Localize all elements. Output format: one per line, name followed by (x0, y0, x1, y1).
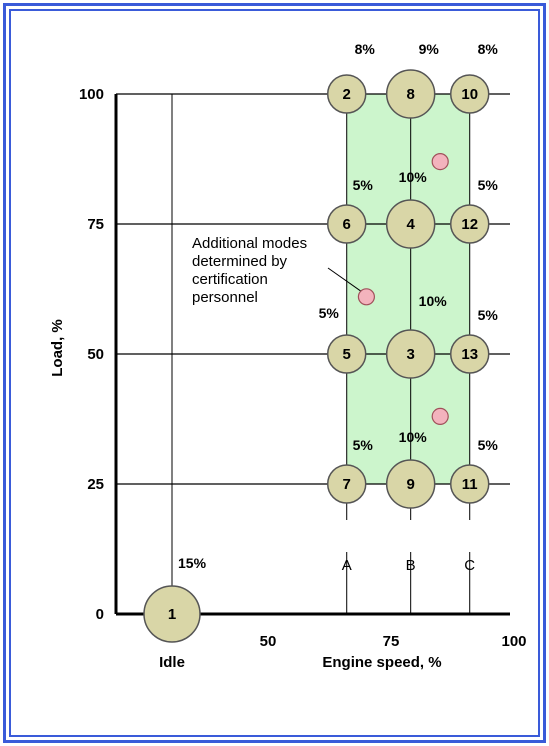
x-tick-label: 100 (501, 633, 526, 650)
x-axis-title: Engine speed, % (322, 654, 441, 671)
mode-number: 3 (407, 346, 415, 363)
speed-point-label: C (464, 557, 475, 574)
mode-weight: 5% (353, 177, 374, 193)
mode-number: 6 (343, 216, 351, 233)
mode-weight: 10% (399, 429, 428, 445)
mode-circle (385, 459, 436, 509)
mode-number: 9 (407, 476, 415, 493)
speed-point-label: A (342, 557, 352, 574)
grid-lines (116, 93, 510, 614)
speed-point-label: B (406, 557, 416, 574)
mode-number: 10 (461, 86, 478, 103)
mode-weight: 5% (353, 437, 374, 453)
mode-number: 7 (343, 476, 351, 493)
x-tick-label: 75 (383, 633, 400, 650)
mode-9: 9 10% (385, 429, 436, 509)
y-tick-label: 0 (96, 606, 104, 623)
mode-4: 4 10% (385, 169, 436, 249)
mode-circle (326, 204, 367, 244)
mode-weight: 5% (319, 305, 340, 321)
mode-number: 5 (343, 346, 351, 363)
mode-circle (326, 74, 367, 114)
additional-mode-marker (431, 407, 449, 425)
mode-circle (326, 464, 367, 504)
x-tick-label: 50 (260, 633, 277, 650)
mode-number: 2 (343, 86, 351, 103)
mode-weight: 10% (399, 169, 428, 185)
mode-circle (385, 69, 436, 119)
mode-weight: 5% (478, 177, 499, 193)
mode-weight: 15% (178, 555, 207, 571)
y-tick-label: 100 (79, 86, 104, 103)
mode-12: 12 5% (449, 177, 499, 244)
mode-circle (143, 585, 201, 643)
annotation-line: certification (192, 271, 268, 288)
y-tick-label: 50 (87, 346, 104, 363)
mode-circles: 115%28%89%108%65%410%125%55%310%135%75%9… (143, 41, 499, 643)
mode-weight: 8% (478, 41, 499, 57)
mode-weight: 9% (419, 41, 440, 57)
mode-number: 1 (168, 606, 176, 623)
y-tick-label: 75 (87, 216, 104, 233)
mode-6: 6 5% (326, 177, 374, 244)
mode-11: 11 5% (449, 437, 499, 504)
mode-5: 5 5% (319, 305, 367, 374)
mode-weight: 10% (419, 293, 448, 309)
mode-number: 12 (461, 216, 478, 233)
mode-2: 2 8% (326, 41, 376, 114)
idle-label: Idle (159, 654, 185, 671)
mode-circle (449, 204, 490, 244)
mode-8: 8 9% (385, 41, 440, 119)
mode-3: 3 10% (385, 293, 448, 379)
mode-circle (449, 334, 490, 374)
mode-number: 13 (461, 346, 478, 363)
mode-circle (449, 74, 490, 114)
mode-number: 11 (462, 476, 478, 493)
mode-weight: 8% (355, 41, 376, 57)
annotation-line: determined by (192, 253, 288, 270)
mode-circle (385, 199, 436, 249)
annotation-pointer (327, 267, 361, 292)
mode-weight: 5% (478, 307, 499, 323)
mode-13: 13 5% (449, 307, 499, 374)
additional-mode-marker (431, 153, 449, 171)
mode-weight: 5% (478, 437, 499, 453)
mode-circle (449, 464, 490, 504)
mode-1: 1 15% (143, 555, 207, 643)
inner-frame (9, 9, 540, 737)
additional-mode-marker (357, 288, 375, 306)
mode-number: 8 (407, 86, 415, 103)
mode-circle (385, 329, 436, 379)
y-axis-title: Load, % (49, 319, 66, 377)
mode-circle (326, 334, 367, 374)
mode-10: 10 8% (449, 41, 499, 114)
outer-frame (3, 3, 546, 743)
y-tick-label: 25 (87, 476, 104, 493)
mode-number: 4 (407, 216, 416, 233)
additional-modes (357, 153, 449, 425)
annotation-line: personnel (192, 289, 258, 306)
annotation-line: Additional modes (192, 235, 307, 252)
mode-7: 7 5% (326, 437, 374, 504)
